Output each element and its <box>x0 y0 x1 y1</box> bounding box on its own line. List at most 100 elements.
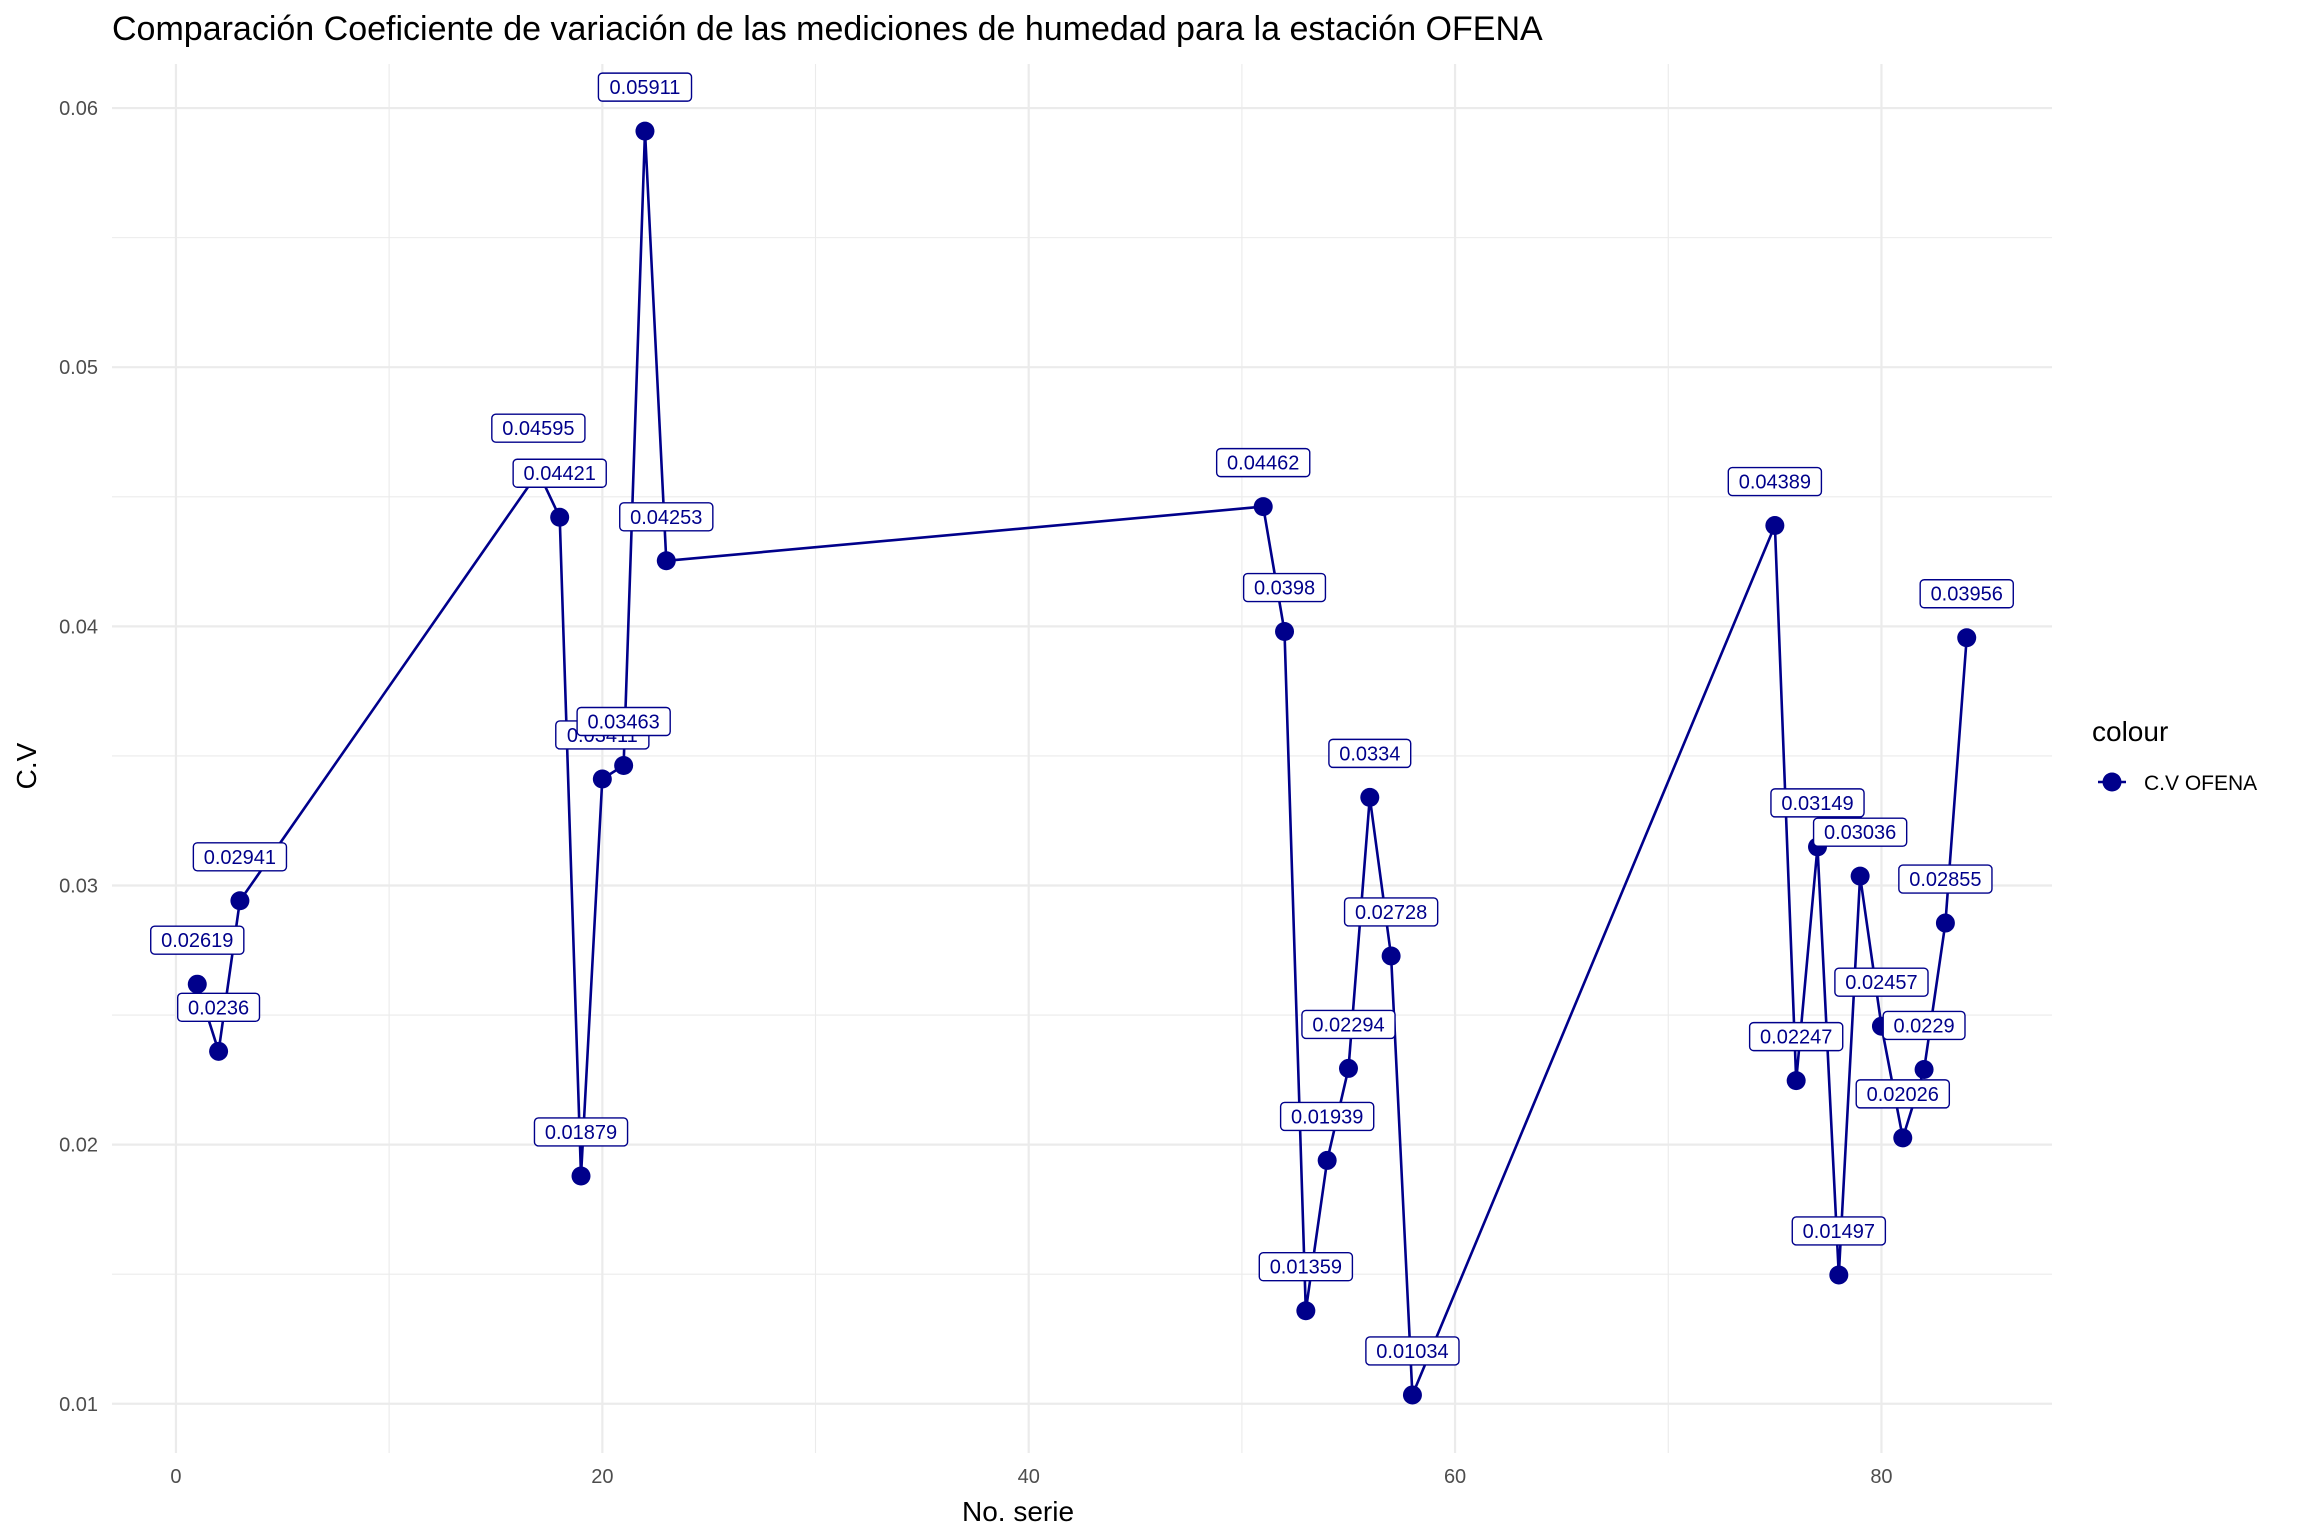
data-label-text: 0.04389 <box>1739 472 1811 494</box>
data-label: 0.04595 <box>491 413 586 443</box>
y-axis-title: C.V <box>11 742 42 789</box>
data-label-box <box>1301 1009 1396 1040</box>
data-point <box>571 1166 591 1186</box>
data-point <box>1338 1058 1358 1078</box>
data-label-text: 0.01939 <box>1291 1106 1363 1128</box>
data-label-text: 0.01359 <box>1270 1257 1342 1279</box>
data-label-box <box>1748 1021 1844 1052</box>
data-label: 0.03956 <box>1919 579 2014 609</box>
data-label-box <box>1855 1079 1951 1109</box>
data-label: 0.01034 <box>1365 1336 1460 1366</box>
legend: colour C.V OFENA <box>2092 716 2257 795</box>
data-point <box>1914 1059 1934 1079</box>
data-label: 0.03036 <box>1812 817 1908 847</box>
data-point <box>1765 516 1785 536</box>
y-tick-label: 0.02 <box>59 1135 98 1157</box>
data-label-box <box>1791 1216 1887 1246</box>
data-label-text: 0.02294 <box>1312 1014 1384 1036</box>
data-label: 0.05911 <box>597 72 693 102</box>
data-label-box <box>576 706 671 737</box>
data-label-box <box>1834 967 1929 997</box>
data-label: 0.02728 <box>1343 897 1439 927</box>
data-label: 0.01939 <box>1279 1101 1375 1132</box>
data-point <box>1381 946 1401 966</box>
data-point <box>1850 866 1870 886</box>
data-point <box>209 1041 229 1061</box>
data-label-text: 0.01497 <box>1803 1221 1875 1243</box>
data-label-text: 0.03463 <box>587 711 659 733</box>
data-point <box>1893 1128 1913 1148</box>
y-tick-label: 0.06 <box>59 98 98 120</box>
data-labels: 0.02619 0.0236 0.02941 0.04595 0.04421 0.0187… <box>150 72 2014 1366</box>
data-label-text: 0.02026 <box>1867 1084 1939 1106</box>
data-label: 0.04389 <box>1727 466 1823 497</box>
data-label-text: 0.02728 <box>1355 902 1427 924</box>
data-label-text: 0.05911 <box>610 77 681 99</box>
data-label-text: 0.01034 <box>1376 1341 1448 1363</box>
tick-labels: 0 20 40 60 80 0.01 0.02 0.03 0.04 0.05 0.06 <box>59 98 1893 1488</box>
data-point <box>1296 1301 1316 1321</box>
data-label: 0.0334 <box>1328 738 1412 769</box>
grid <box>112 64 2052 1453</box>
data-label-text: 0.04595 <box>502 418 574 440</box>
data-point <box>635 121 655 141</box>
data-label-text: 0.02619 <box>161 930 233 952</box>
data-label: 0.0229 <box>1882 1010 1966 1041</box>
data-label: 0.02247 <box>1748 1021 1844 1052</box>
legend-title: colour <box>2092 716 2168 747</box>
data-label-box <box>491 413 586 443</box>
data-label-box <box>1812 817 1908 847</box>
data-label: 0.04253 <box>619 502 714 532</box>
data-point <box>614 755 634 775</box>
data-label-text: 0.0236 <box>188 997 249 1019</box>
data-label-text: 0.0334 <box>1339 743 1400 765</box>
data-label: 0.02294 <box>1301 1009 1396 1040</box>
data-point <box>1317 1150 1337 1170</box>
data-label: 0.04421 <box>512 458 607 488</box>
data-label: 0.03149 <box>1770 788 1865 818</box>
series-line-layer <box>196 129 1968 1397</box>
data-label-text: 0.04421 <box>524 463 596 485</box>
data-label-text: 0.02457 <box>1845 972 1917 994</box>
data-point <box>1253 497 1273 517</box>
data-point <box>187 974 207 994</box>
data-label-box <box>1882 1010 1966 1041</box>
data-label: 0.01359 <box>1258 1252 1354 1282</box>
data-label-text: 0.02941 <box>204 847 276 869</box>
series-line-cv-ofena <box>196 129 1968 1397</box>
x-tick-label: 60 <box>1444 1466 1466 1488</box>
data-label: 0.01879 <box>533 1117 629 1147</box>
data-label-box <box>1242 572 1327 603</box>
data-label-box <box>1898 864 1993 894</box>
data-point <box>1829 1265 1849 1285</box>
data-label-text: 0.02855 <box>1909 869 1981 891</box>
legend-entry-cv-ofena: C.V OFENA <box>2144 772 2257 795</box>
data-label-text: 0.02247 <box>1760 1027 1832 1049</box>
data-label: 0.02026 <box>1855 1079 1951 1109</box>
data-label: 0.04462 <box>1215 447 1311 478</box>
y-tick-label: 0.04 <box>59 616 98 638</box>
data-point <box>1275 622 1295 642</box>
data-label: 0.02457 <box>1834 967 1929 997</box>
data-point <box>592 769 612 789</box>
data-point <box>550 507 570 527</box>
data-label-text: 0.04253 <box>630 507 702 529</box>
data-label-box <box>1215 447 1311 478</box>
data-label: 0.03463 <box>576 706 671 737</box>
data-label: 0.02941 <box>192 842 288 872</box>
y-tick-label: 0.05 <box>59 357 98 379</box>
data-label-box <box>1279 1101 1375 1132</box>
x-tick-label: 40 <box>1018 1466 1040 1488</box>
data-label-box <box>619 502 714 532</box>
data-label-box <box>1328 738 1412 769</box>
data-label: 0.0236 <box>176 992 261 1023</box>
data-label: 0.01497 <box>1791 1216 1887 1246</box>
data-label-box <box>512 458 607 488</box>
data-point <box>1786 1071 1806 1091</box>
y-tick-label: 0.01 <box>59 1394 98 1416</box>
data-label-box <box>1727 466 1823 497</box>
data-point <box>1360 787 1380 807</box>
x-tick-label: 80 <box>1870 1466 1892 1488</box>
x-tick-label: 0 <box>170 1466 181 1488</box>
